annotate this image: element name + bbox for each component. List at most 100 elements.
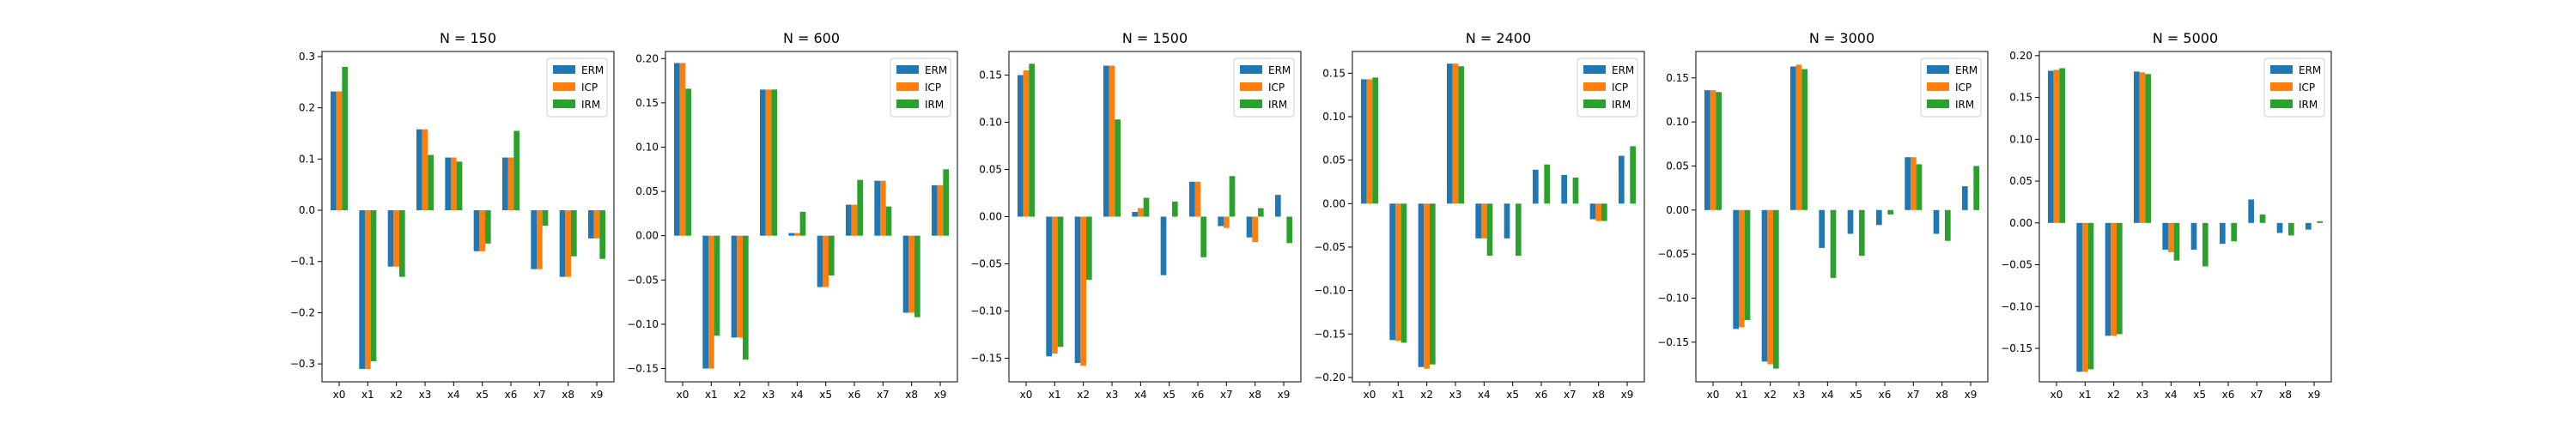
- series-icp: [336, 91, 600, 370]
- bar-erm-x3: [1103, 65, 1109, 217]
- legend-label-icp: ICP: [1268, 82, 1285, 94]
- legend-swatch-icp: [2270, 82, 2293, 91]
- x-tick-label: x3: [1449, 389, 1462, 401]
- x-tick-label: x5: [1163, 389, 1176, 401]
- bar-icp-x3: [422, 129, 428, 211]
- legend-label-erm: ERM: [1268, 64, 1291, 76]
- subplot-title: N = 2400: [1466, 30, 1531, 46]
- bar-icp-x0: [679, 63, 686, 236]
- subplot-3: N = 1500 −0.15 −0.10 −0.05 0.00 0.05 0.10 0.15 x…: [970, 30, 1302, 401]
- legend-label-erm: ERM: [925, 64, 947, 76]
- legend-swatch-irm: [2270, 100, 2293, 108]
- bar-erm-x0: [1361, 79, 1367, 204]
- y-tick-label: 0.10: [979, 117, 1002, 129]
- x-tick-label: x7: [1220, 389, 1233, 401]
- x-tick-label: x8: [562, 389, 574, 401]
- bar-icp-x2: [737, 235, 743, 338]
- y-tick-label: −0.05: [2001, 259, 2032, 271]
- legend-swatch-irm: [1927, 100, 1949, 108]
- legend: ERM ICP IRM: [546, 57, 608, 118]
- legend: ERM ICP IRM: [1577, 57, 1638, 118]
- legend-label-irm: IRM: [2299, 99, 2318, 111]
- legend-label-icp: ICP: [925, 82, 941, 94]
- bar-irm-x7: [1229, 176, 1236, 217]
- axes-frame: [2038, 51, 2332, 383]
- bar-icp-x3: [765, 89, 772, 236]
- x-tick-label: x3: [419, 389, 432, 401]
- x-tick-label: x3: [1793, 389, 1806, 401]
- bar-irm-x5: [829, 235, 835, 276]
- bar-erm-x2: [387, 210, 394, 267]
- x-tick-label: x0: [333, 389, 346, 401]
- bar-irm-x0: [1029, 63, 1035, 217]
- bar-icp-x3: [1452, 63, 1459, 204]
- bar-icp-x0: [2053, 69, 2060, 223]
- legend-swatch-irm: [1240, 100, 1262, 108]
- bar-icp-x8: [565, 210, 571, 277]
- subplot-5: N = 3000 −0.15 −0.10 −0.05 0.00 0.05 0.10 0.15 x…: [1657, 30, 1989, 401]
- legend-swatch-erm: [1927, 65, 1949, 74]
- legend-label-icp: ICP: [1955, 82, 1971, 94]
- x-tick-label: x0: [1364, 389, 1376, 401]
- x-tick-label: x7: [877, 389, 890, 401]
- x-tick-label: x5: [1506, 389, 1519, 401]
- y-tick-label: −0.10: [970, 305, 1002, 317]
- bar-erm-x5: [1504, 203, 1510, 239]
- x-tick-label: x2: [1077, 389, 1090, 401]
- bar-icp-x6: [507, 157, 514, 211]
- bar-erm-x6: [502, 157, 508, 211]
- bar-erm-x0: [674, 63, 680, 236]
- bar-erm-x4: [2162, 222, 2168, 250]
- bar-irm-x3: [1458, 66, 1464, 204]
- bar-icp-x9: [937, 184, 944, 236]
- bar-erm-x7: [531, 210, 537, 269]
- bar-erm-x7: [874, 180, 880, 236]
- bar-icp-x1: [1395, 203, 1401, 341]
- bar-irm-x1: [2087, 222, 2094, 370]
- axes-frame: [321, 51, 615, 383]
- bar-erm-x3: [416, 129, 422, 211]
- y-tick-label: −0.15: [1314, 328, 1346, 340]
- bar-icp-x1: [2082, 222, 2088, 372]
- legend-swatch-irm: [553, 100, 575, 108]
- y-tick-label: −0.10: [1314, 285, 1346, 297]
- bar-irm-x0: [2059, 68, 2065, 223]
- x-tick-label: x6: [1192, 389, 1205, 401]
- x-tick-label: x4: [1134, 389, 1147, 401]
- legend-swatch-icp: [1583, 82, 1606, 91]
- bar-erm-x3: [2134, 71, 2140, 223]
- bar-erm-x8: [559, 210, 566, 277]
- bar-icp-x5: [479, 210, 485, 251]
- legend-label-irm: IRM: [925, 99, 944, 111]
- bar-irm-x6: [857, 179, 863, 236]
- bar-irm-x9: [1286, 216, 1292, 244]
- y-tick-label: 0.10: [1322, 111, 1346, 123]
- bar-icp-x5: [823, 235, 829, 287]
- x-tick-label: x4: [791, 389, 804, 401]
- bar-erm-x9: [2306, 222, 2312, 230]
- bar-icp-x7: [880, 180, 886, 236]
- legend-label-irm: IRM: [581, 99, 600, 111]
- x-tick-label: x3: [762, 389, 775, 401]
- bar-erm-x4: [1819, 209, 1825, 248]
- x-tick-label: x2: [2107, 389, 2120, 401]
- bar-irm-x4: [1830, 209, 1837, 278]
- legend-label-icp: ICP: [2299, 82, 2315, 94]
- x-tick-label: x2: [1420, 389, 1433, 401]
- x-tick-label: x2: [733, 389, 746, 401]
- series-icp: [2053, 69, 2174, 372]
- x-tick-label: x7: [1907, 389, 1920, 401]
- x-tick-label: x9: [591, 389, 604, 401]
- legend-label-irm: IRM: [1612, 99, 1631, 111]
- bar-erm-x1: [702, 235, 708, 369]
- x-tick-label: x0: [2050, 389, 2063, 401]
- x-tick-label: x6: [848, 389, 861, 401]
- bar-erm-x9: [932, 184, 938, 236]
- bar-icp-x2: [1424, 203, 1430, 369]
- x-tick-label: x9: [1278, 389, 1291, 401]
- subplot-title: N = 150: [440, 30, 496, 46]
- x-tick-label: x5: [476, 389, 489, 401]
- bar-irm-x4: [1486, 203, 1493, 257]
- y-tick-label: 0.20: [2009, 50, 2032, 62]
- bar-irm-x1: [1057, 216, 1064, 347]
